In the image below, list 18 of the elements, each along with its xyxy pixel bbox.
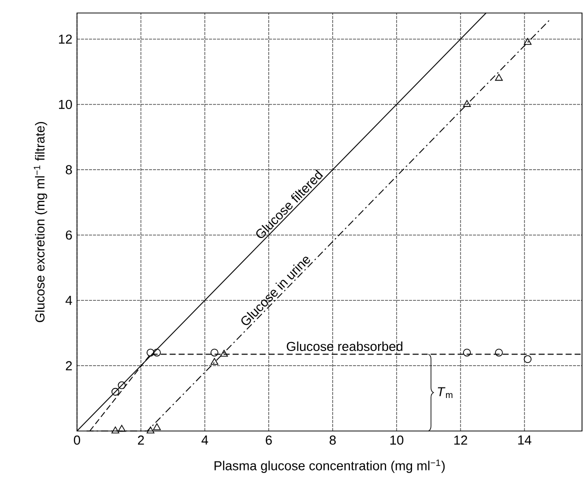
x-tick-label: 6 [266,436,272,445]
x-axis-title: Plasma glucose concentration (mg ml$^{−1}$) [214,460,445,473]
x-tick-label: 0 [74,436,80,445]
y-tick-label: 8 [66,165,72,174]
x-tick-label: 8 [330,436,336,445]
x-tick-label: 12 [454,436,468,445]
x-tick-label: 2 [138,436,144,445]
x-tick-label: 14 [518,436,532,444]
y-tick-label: 10 [59,100,72,110]
y-tick-label: 6 [66,230,72,240]
y-tick-label: 12 [59,34,72,44]
y-tick-label: 4 [66,296,72,305]
x-tick-label: 4 [202,436,208,444]
x-tick-label: 10 [390,436,404,445]
annotation: T$_{m}$ [438,387,452,398]
y-axis-title: Glucose excretion (mg ml$^{−1}$ filtrate) [34,122,48,322]
y-tick-label: 2 [66,361,72,370]
series-label: Glucose reabsorbed [286,341,402,352]
